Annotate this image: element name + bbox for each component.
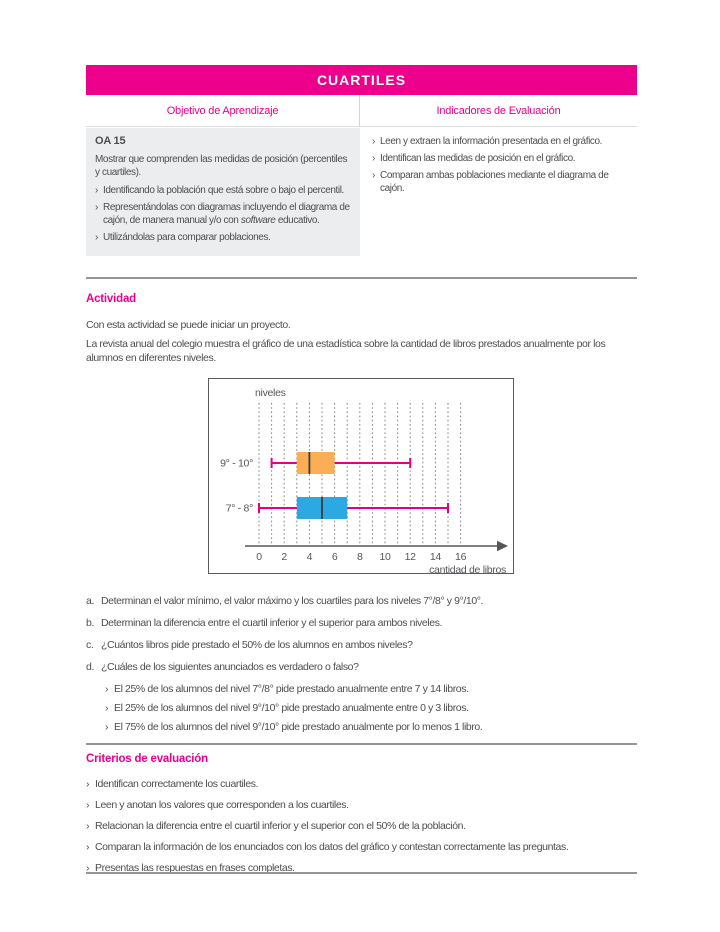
svg-text:8: 8 — [357, 551, 363, 563]
svg-text:0: 0 — [256, 551, 262, 563]
svg-text:16: 16 — [455, 551, 467, 563]
question-d: d. ¿Cuáles de los siguientes anunciados … — [86, 660, 646, 674]
criteria-text: Relacionan la diferencia entre el cuarti… — [95, 820, 466, 832]
divider — [86, 277, 637, 279]
question-d-statement: › El 25% de los alumnos del nivel 9°/10°… — [105, 701, 646, 715]
criteria-item: › Presentas las respuestas en frases com… — [86, 861, 646, 875]
svg-text:niveles: niveles — [255, 387, 286, 399]
question-label: d. — [86, 661, 94, 673]
activity-paragraph-1: Con esta actividad se puede iniciar un p… — [86, 319, 291, 331]
svg-text:2: 2 — [281, 551, 287, 563]
divider — [86, 743, 637, 745]
question-text: ¿Cuáles de los siguientes anunciados es … — [101, 661, 359, 673]
criteria-item: › Identifican correctamente los cuartile… — [86, 777, 646, 791]
bullet-marker: › — [372, 153, 375, 164]
oa-intro: Mostrar que comprenden las medidas de po… — [95, 154, 348, 178]
objective-bullet-text: Utilizándolas para comparar poblaciones. — [103, 231, 351, 244]
objective-bullet: › Representándolas con diagramas incluye… — [95, 201, 351, 227]
indicator-bullet: › Identifican las medidas de posición en… — [372, 152, 627, 165]
svg-text:7° - 8°: 7° - 8° — [226, 503, 253, 515]
question-text: Determinan la diferencia entre el cuarti… — [101, 617, 443, 629]
bullet-marker: › — [105, 683, 109, 695]
svg-text:6: 6 — [332, 551, 338, 563]
bullet-marker: › — [86, 820, 90, 832]
indicator-bullet: › Leen y extraen la información presenta… — [372, 135, 627, 148]
indicators-cell: › Leen y extraen la información presenta… — [360, 128, 637, 256]
objective-bullet-text: Representándolas con diagramas incluyend… — [103, 201, 351, 227]
svg-text:cantidad de libros: cantidad de libros — [429, 564, 506, 573]
question-label: a. — [86, 595, 94, 607]
column-header-objective: Objetivo de Aprendizaje — [86, 95, 360, 126]
statement-text: El 75% de los alumnos del nivel 9°/10° p… — [114, 721, 483, 733]
bullet-text-pre: Utilizándolas para comparar poblaciones. — [103, 232, 271, 243]
statement-text: El 25% de los alumnos del nivel 9°/10° p… — [114, 702, 469, 714]
bullet-marker: › — [105, 702, 109, 714]
question-a: a. Determinan el valor mínimo, el valor … — [86, 594, 646, 608]
indicator-bullet-text: Leen y extraen la información presentada… — [380, 136, 603, 147]
bullet-text-pre: Representándolas con diagramas incluyend… — [103, 202, 350, 226]
bullet-marker: › — [86, 778, 90, 790]
bullet-marker: › — [86, 862, 90, 874]
question-d-statement: › El 25% de los alumnos del nivel 7°/8° … — [105, 682, 646, 696]
bullet-marker: › — [95, 202, 98, 213]
column-header-indicators: Indicadores de Evaluación — [436, 104, 561, 117]
criteria-text: Presentas las respuestas en frases compl… — [95, 862, 295, 874]
question-text: Determinan el valor mínimo, el valor máx… — [101, 595, 484, 607]
criteria-item: › Leen y anotan los valores que correspo… — [86, 798, 646, 812]
objective-bullet: › Identificando la población que está so… — [95, 184, 351, 197]
question-label: b. — [86, 617, 94, 629]
activity-paragraph-2: La revista anual del colegio muestra el … — [86, 338, 606, 364]
indicator-bullet-text: Comparan ambas poblaciones mediante el d… — [380, 170, 609, 194]
criteria-item: › Relacionan la diferencia entre el cuar… — [86, 819, 646, 833]
question-d-statement: › El 75% de los alumnos del nivel 9°/10°… — [105, 720, 646, 734]
oa-code: OA 15 — [95, 135, 126, 147]
divider — [86, 872, 637, 874]
bullet-marker: › — [86, 841, 90, 853]
bullet-text-italic: software — [240, 215, 276, 226]
criteria-heading: Criterios de evaluación — [86, 753, 208, 765]
criteria-item: › Comparan la información de los enuncia… — [86, 840, 646, 854]
bullet-marker: › — [86, 799, 90, 811]
objective-bullet: › Utilizándolas para comparar poblacione… — [95, 231, 351, 244]
title-banner: CUARTILES — [86, 65, 637, 95]
criteria-text: Identifican correctamente los cuartiles. — [95, 778, 259, 790]
objective-bullet-text: Identificando la población que está sobr… — [103, 184, 351, 197]
activity-heading: Actividad — [86, 293, 136, 305]
criteria-text: Comparan la información de los enunciado… — [95, 841, 569, 853]
svg-text:4: 4 — [307, 551, 313, 563]
bullet-marker: › — [372, 170, 375, 181]
bullet-marker: › — [372, 136, 375, 147]
objective-cell: OA 15 Mostrar que comprenden las medidas… — [86, 128, 360, 256]
svg-text:10: 10 — [379, 551, 391, 563]
boxplot-svg: 0 2 4 6 8 10 12 14 16 niveles cantidad de libros 9°… — [220, 387, 508, 576]
bullet-marker: › — [95, 185, 98, 196]
bullet-text-post: educativo. — [275, 215, 320, 226]
page-title: CUARTILES — [316, 72, 407, 88]
criteria-text: Leen y anotan los valores que correspond… — [95, 799, 349, 811]
table-body-row: OA 15 Mostrar que comprenden las medidas… — [86, 128, 637, 256]
bullet-marker: › — [105, 721, 109, 733]
table-header-row: Objetivo de Aprendizaje Indicadores de E… — [86, 95, 637, 127]
question-b: b. Determinan la diferencia entre el cua… — [86, 616, 646, 630]
statement-text: El 25% de los alumnos del nivel 7°/8° pi… — [114, 683, 469, 695]
criteria-list: › Identifican correctamente los cuartile… — [86, 777, 646, 882]
indicator-bullet: › Comparan ambas poblaciones mediante el… — [372, 169, 627, 195]
indicator-bullet-text: Identifican las medidas de posición en e… — [380, 153, 576, 164]
svg-text:9° - 10°: 9° - 10° — [220, 458, 253, 470]
svg-text:12: 12 — [405, 551, 417, 563]
svg-text:14: 14 — [430, 551, 442, 563]
bullet-marker: › — [95, 232, 98, 243]
bullet-text-pre: Identificando la población que está sobr… — [103, 185, 344, 196]
questions-list: a. Determinan el valor mínimo, el valor … — [86, 594, 646, 739]
question-c: c. ¿Cuántos libros pide prestado el 50% … — [86, 638, 646, 652]
boxplot-chart: 0 2 4 6 8 10 12 14 16 niveles cantidad de libros 9°… — [208, 378, 514, 576]
question-label: c. — [86, 639, 94, 651]
question-text: ¿Cuántos libros pide prestado el 50% de … — [101, 639, 413, 651]
